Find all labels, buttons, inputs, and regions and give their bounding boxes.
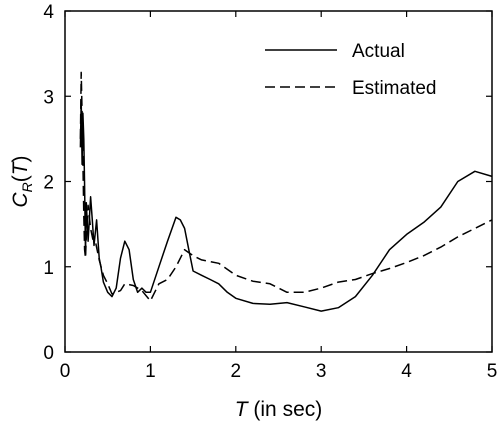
x-tick-label-4: 4 <box>401 361 412 382</box>
x-axis-title: T (in sec) <box>235 398 323 421</box>
series-layer <box>79 71 493 312</box>
series-line-estimated <box>79 71 493 302</box>
y-tick-label-1: 1 <box>43 258 54 279</box>
x-tick-label-3: 3 <box>316 361 327 382</box>
y-axis-title: CR(T) <box>9 155 35 207</box>
y-axis-symbol: C <box>9 192 32 208</box>
y-axis-argument: T <box>9 160 32 175</box>
y-tick-label-3: 3 <box>43 87 54 108</box>
y-axis-subscript: R <box>19 182 35 192</box>
legend-label-actual: Actual <box>352 41 405 62</box>
y-tick-label-0: 0 <box>43 343 54 364</box>
x-axis-unit: (in sec) <box>248 398 323 421</box>
legend: Actual Estimated <box>265 41 436 99</box>
x-tick-label-5: 5 <box>487 361 498 382</box>
legend-label-estimated: Estimated <box>352 78 436 99</box>
series-line-actual <box>79 99 493 312</box>
y-tick-label-4: 4 <box>43 2 54 23</box>
plot-area: 0 1 2 3 4 5 0 1 2 3 4 <box>43 2 497 382</box>
y-axis-open-paren: ( <box>9 175 32 182</box>
x-tick-label-1: 1 <box>145 361 156 382</box>
y-tick-label-2: 2 <box>43 173 54 194</box>
x-tick-label-2: 2 <box>231 361 242 382</box>
axis-ticks: 0 1 2 3 4 5 0 1 2 3 4 <box>43 2 497 382</box>
y-axis-close-paren: ) <box>9 155 32 162</box>
x-axis-symbol: T <box>235 398 250 421</box>
plot-frame <box>64 10 493 353</box>
x-tick-label-0: 0 <box>60 361 71 382</box>
